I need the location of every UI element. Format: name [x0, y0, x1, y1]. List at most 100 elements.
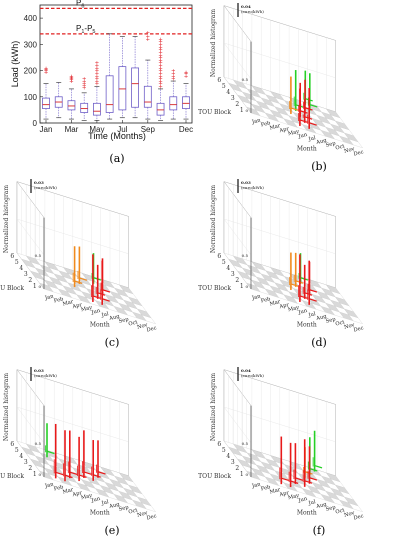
label-main: P — [76, 0, 81, 7]
outlier-marker: + — [69, 78, 74, 84]
histogram-spike — [63, 430, 73, 482]
outlier-marker: + — [82, 86, 87, 92]
y-axis-title: Normalized histogram — [3, 373, 10, 441]
month-tick-label: Nov — [344, 510, 356, 518]
block-tick-label: 6 — [10, 253, 14, 260]
block-tick-label: 3 — [231, 459, 235, 466]
month-tick-label: Mar — [62, 487, 75, 496]
month-tick-label: Mar — [269, 123, 282, 132]
histogram-spike — [100, 260, 110, 305]
block-axis-title: TOU Block — [0, 473, 24, 480]
outlier-marker: + — [95, 63, 100, 69]
month-tick-label: Apr — [71, 490, 83, 498]
month-tick-label: Jul — [307, 499, 317, 507]
block-tick-label: 3 — [24, 271, 28, 278]
month-tick-label: Jan — [251, 117, 262, 125]
block-tick-label: 5 — [222, 259, 226, 266]
box-Aug — [131, 36, 139, 119]
month-tick-label: Feb — [260, 296, 272, 304]
month-tick-label: Jul — [307, 311, 317, 319]
histogram-panel-b: 0.5 0 0.04(euro/kWh) Normalized histogram 12… — [198, 3, 364, 173]
x-tick-label: Dec — [179, 125, 193, 134]
block-tick-label: 2 — [28, 277, 32, 284]
spike-foot — [309, 104, 318, 108]
block-tick-label: 2 — [235, 465, 239, 472]
outlier-marker: + — [44, 66, 49, 72]
floor-cell — [325, 284, 341, 295]
month-tick-label: May — [287, 305, 300, 314]
box-Mar: +++++ — [67, 74, 76, 120]
spike-foot — [299, 119, 308, 123]
month-axis-title: Month — [297, 145, 317, 152]
label-main: -P — [84, 24, 92, 33]
month-tick-label: Jul — [100, 311, 110, 319]
spike-foot — [309, 298, 317, 302]
scale-label: 0 — [245, 472, 248, 477]
histogram-spike — [289, 76, 299, 114]
month-tick-label: Jan — [44, 293, 55, 301]
spike-foot — [102, 289, 111, 293]
outlier-marker: + — [184, 70, 189, 76]
month-tick-label: Aug — [108, 501, 121, 510]
outlier-marker: + — [82, 79, 87, 85]
outlier-marker: + — [158, 76, 163, 82]
month-tick-label: Feb — [53, 296, 65, 304]
scale-label: 0.5 — [242, 253, 249, 258]
block-tick-label: 4 — [19, 265, 23, 272]
spike-foot — [290, 283, 299, 287]
panel-caption: (c) — [105, 336, 120, 349]
unit-label: (euro/kWh) — [241, 9, 264, 14]
month-tick-label: Dec — [353, 325, 364, 333]
histogram-spike — [91, 440, 101, 481]
spike-foot — [309, 477, 318, 481]
block-tick-label: 4 — [226, 265, 230, 272]
spike-foot — [290, 480, 299, 484]
caption-a: (a) — [109, 152, 124, 165]
y-axis-title: Normalized histogram — [3, 185, 10, 253]
spike-foot — [97, 471, 106, 475]
spike-foot — [92, 295, 101, 299]
x-tick-label: Jan — [40, 125, 53, 134]
outlier-marker: + — [171, 71, 176, 77]
outlier-marker: + — [82, 82, 87, 88]
month-axis-title: Month — [297, 321, 317, 328]
reference-line-label: P1-P5 — [76, 24, 95, 35]
wall-gridline — [223, 42, 336, 80]
outlier-marker: + — [158, 45, 163, 51]
spike-foot — [295, 477, 304, 481]
histogram-spike — [312, 430, 323, 472]
outlier-marker: + — [158, 79, 163, 85]
histogram-panel-c: 0.5 0 0.03(euro/kWh) Normalized histogram 12… — [0, 179, 157, 349]
box — [182, 96, 190, 109]
unit-label: (euro/kWh) — [34, 185, 57, 190]
box-Oct: +++++++++++++++++++ — [156, 37, 165, 121]
outlier-marker: + — [146, 37, 151, 43]
outlier-marker: + — [69, 76, 74, 82]
outlier-marker: + — [95, 76, 100, 82]
spike-foot — [102, 298, 110, 302]
x-axis-title: Time (Months) — [88, 131, 146, 141]
histogram-panel-e: 0.5 0 0.03(euro/kWh) Normalized histogram 12… — [0, 367, 157, 537]
histogram-spike — [279, 436, 289, 485]
month-tick-label: Jan — [251, 481, 262, 489]
month-axis-title: Month — [90, 321, 110, 328]
outlier-marker: + — [95, 69, 100, 75]
outlier-marker: + — [184, 71, 189, 77]
floor-cell — [118, 472, 134, 483]
outlier-marker: + — [158, 50, 163, 56]
histogram-spike — [298, 88, 308, 126]
histogram-panels: 0.500.04(euro/kWh)Normalized histogram12… — [0, 3, 364, 537]
month-tick-label: Oct — [335, 319, 346, 327]
month-tick-label: Dec — [353, 149, 364, 157]
box — [105, 75, 114, 113]
box-May: +++++++++ — [93, 61, 101, 121]
histogram-spike — [67, 430, 78, 479]
x-tick-label: Jul — [117, 125, 127, 134]
box — [131, 67, 139, 108]
histogram-panel-d: 0.5 0 0.03(euro/kWh) Normalized histogram 12… — [198, 179, 364, 349]
month-tick-label: Apr — [278, 490, 290, 498]
box — [169, 96, 178, 111]
spike-foot — [79, 277, 88, 281]
box-Sep: +++ — [143, 31, 152, 120]
month-tick-label: Nov — [137, 322, 149, 330]
